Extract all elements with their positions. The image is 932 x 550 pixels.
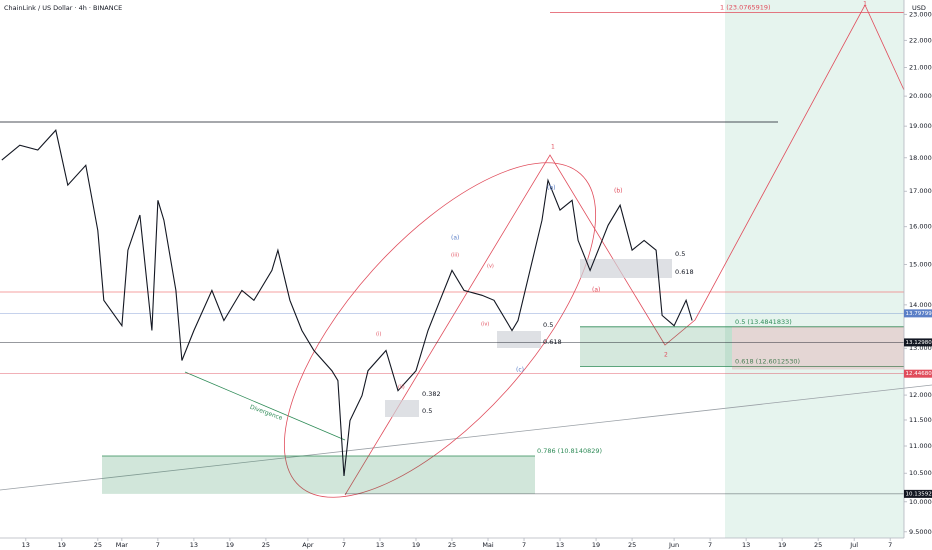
target-zone — [725, 0, 904, 538]
price-badge — [904, 489, 932, 498]
annotation: 0.5 — [422, 407, 432, 415]
fib-box — [497, 331, 541, 348]
plot-layer: 1 (23.0765919) 0.5 (13.4841833) 0.618 (12.… — [0, 3, 904, 495]
price-badge-label: 13.1298000 — [906, 340, 932, 346]
fib-label: 0.5 (13.4841833) — [735, 318, 792, 326]
fib-label: 0.786 (10.8140829) — [537, 447, 602, 455]
x-tick-label: 7 — [888, 541, 892, 549]
symbol-title: ChainLink / US Dollar · 4h · BINANCE — [4, 4, 122, 12]
x-tick-label: 25 — [94, 541, 102, 549]
price-badge — [904, 369, 932, 378]
x-tick-label: 19 — [592, 541, 600, 549]
y-tick-label: 20.0000000 — [909, 92, 932, 100]
annotation: 0.382 — [422, 390, 441, 398]
fib-label: 1 (23.0765919) — [720, 3, 771, 11]
y-tick-label: 22.0000000 — [909, 36, 932, 44]
fib-label: 0.618 (12.6012530) — [735, 357, 800, 365]
annotation: (c) — [516, 367, 524, 374]
x-tick-label: 19 — [778, 541, 786, 549]
x-tick-label: 13 — [22, 541, 30, 549]
annotation: 2 — [664, 352, 668, 359]
annotation: (ii) — [398, 385, 405, 391]
y-tick-label: 11.0000000 — [909, 442, 932, 450]
currency: USD — [912, 4, 926, 12]
y-tick-label: 17.0000000 — [909, 187, 932, 195]
annotation: (a) — [592, 287, 600, 294]
x-tick-label: 25 — [262, 541, 270, 549]
wave-projection — [344, 4, 905, 496]
annotation: (v) — [487, 264, 494, 270]
annotation: 1 — [863, 1, 867, 8]
y-tick-label: 10.0000000 — [909, 498, 932, 506]
y-tick-label: 15.0000000 — [909, 260, 932, 268]
y-tick-label: 13.0000000 — [909, 344, 932, 352]
wave-ellipse — [283, 162, 597, 498]
x-tick-label: 25 — [448, 541, 456, 549]
annotation: (iii) — [451, 253, 459, 259]
price-badge-label: 13.7979985 — [906, 311, 932, 317]
annotation: (b) — [614, 188, 623, 195]
annotation: (i) — [376, 332, 381, 338]
y-tick-label: 18.0000000 — [909, 154, 932, 162]
y-tick-label: 21.0000000 — [909, 64, 932, 72]
x-tick-label: 19 — [58, 541, 66, 549]
trendline — [0, 384, 932, 491]
x-tick-label: 7 — [342, 541, 346, 549]
x-tick-label: 19 — [226, 541, 234, 549]
x-tick-label: Apr — [302, 541, 314, 549]
x-tick-label: Jun — [668, 541, 679, 549]
y-tick-label: 14.0000000 — [909, 301, 932, 309]
x-tick-label: Jul — [849, 541, 858, 549]
x-tick-label: 13 — [190, 541, 198, 549]
annotation: (a) — [451, 235, 459, 242]
x-tick-label: 13 — [376, 541, 384, 549]
x-tick-label: 13 — [742, 541, 750, 549]
y-tick-label: 10.5000000 — [909, 469, 932, 477]
y-tick-label: 12.0000000 — [909, 391, 932, 399]
x-tick-label: 13 — [556, 541, 564, 549]
x-tick-label: 7 — [708, 541, 712, 549]
y-tick-label: 11.5000000 — [909, 416, 932, 424]
x-tick-label: 25 — [628, 541, 636, 549]
annotation: (iv) — [481, 322, 489, 328]
price-badge — [904, 338, 932, 347]
divergence-line — [184, 371, 346, 441]
price-line — [1, 129, 693, 477]
y-tick-label: 16.0000000 — [909, 223, 932, 231]
x-tick-label: 7 — [156, 541, 160, 549]
annotation: 1 — [551, 144, 555, 151]
price-badge — [904, 309, 932, 318]
buy-zone — [580, 326, 732, 367]
annotation: 0.618 — [543, 338, 562, 346]
price-badge-label: 10.1359255 — [906, 491, 932, 497]
stop-zone — [732, 326, 904, 370]
x-tick-label: 25 — [814, 541, 822, 549]
annotation: 0.618 — [675, 268, 694, 276]
annotation: 0.5 — [543, 321, 553, 329]
y-tick-label: 19.0000000 — [909, 122, 932, 130]
fib-box — [385, 400, 419, 417]
y-tick-label: 9.5000000 — [909, 528, 932, 536]
x-tick-label: 19 — [412, 541, 420, 549]
price-badge-label: 12.4468000 — [906, 371, 932, 377]
annotation: (b) — [547, 185, 556, 192]
fib-box — [580, 259, 672, 278]
y-tick-label: 23.0000000 — [909, 10, 932, 18]
x-tick-label: Mar — [116, 541, 129, 549]
x-tick-label: 7 — [522, 541, 526, 549]
x-tick-label: Mai — [482, 541, 494, 549]
support-zone — [102, 455, 535, 494]
annotation: 0.5 — [675, 250, 685, 258]
